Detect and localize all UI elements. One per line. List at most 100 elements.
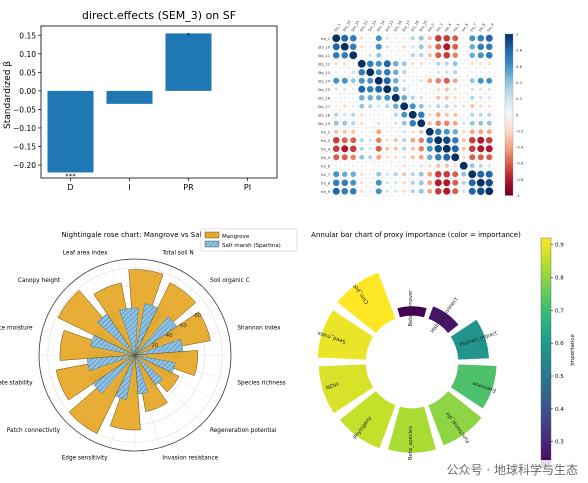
corr-circle <box>349 43 357 51</box>
row-label: fre_9 <box>321 190 331 194</box>
column-label: fre_6 <box>461 22 469 32</box>
corr-circle <box>352 96 355 99</box>
category-label: Regeneration potential <box>210 428 277 434</box>
corr-circle <box>477 170 485 178</box>
category-label: Shannon index <box>237 326 281 332</box>
row-label: Sto_18 <box>318 113 331 117</box>
category-label: Total soil N <box>161 251 193 257</box>
corr-circle <box>462 45 465 48</box>
corr-circle <box>393 112 398 117</box>
corr-circle <box>342 120 348 126</box>
colorbar-tick-label: 0.6 <box>555 341 564 347</box>
annular-bar-Human_impact <box>449 318 490 361</box>
corr-circle <box>428 113 432 117</box>
corr-circle <box>358 85 366 93</box>
corr-circle <box>383 60 391 68</box>
corr-circle <box>360 130 363 133</box>
corr-circle <box>394 121 398 125</box>
corr-circle <box>434 187 442 195</box>
importance-colorbar: 0.3 0.4 0.5 0.6 0.7 0.8 0.9 <box>540 237 564 469</box>
corr-circle <box>383 68 391 76</box>
corr-circle <box>443 77 450 84</box>
corr-circle <box>427 121 432 126</box>
corr-circle <box>443 43 451 51</box>
xtick-label-I: I <box>128 183 130 192</box>
corr-column-labels: fre_1 Sto_10Sto_11Sto_12Sto_13Sto_14Sto_1… <box>334 19 495 32</box>
corr-circle <box>341 77 348 84</box>
corr-circle <box>436 61 441 66</box>
corr-circle <box>343 87 347 91</box>
corr-circle <box>425 127 434 136</box>
corr-circle <box>341 171 348 178</box>
corr-circle <box>418 137 425 144</box>
corr-circle <box>408 110 417 119</box>
corr-circle <box>410 172 415 177</box>
corr-circle <box>366 85 374 93</box>
corr-circle <box>462 79 465 82</box>
corr-circle <box>452 43 459 50</box>
corr-colorbar: 1 0.8 0.6 0.4 0.2 0 -0.2 -0.4 -0.6 -0.8 -1 <box>504 32 524 198</box>
corr-circle <box>487 104 491 108</box>
corr-circle <box>434 136 443 145</box>
category-label: Soil organic C <box>210 278 250 284</box>
sem-bar-chart: direct.effects (SEM_3) on SF Standardize… <box>3 9 278 192</box>
corr-circle <box>394 164 397 167</box>
corr-circle <box>487 164 491 168</box>
annular-bar-Habitat_connect <box>427 305 460 334</box>
corr-circle <box>394 45 397 48</box>
corr-circle <box>444 104 449 109</box>
category-label: Species richness <box>237 380 285 386</box>
annular-bar-Phylogeny <box>339 390 397 450</box>
corr-circle <box>476 178 485 187</box>
row-label: fre_2 <box>321 130 330 134</box>
corr-circle <box>343 113 347 117</box>
corr-circle <box>468 170 477 179</box>
colorbar-tick: -0.6 <box>516 161 524 166</box>
corr-circle <box>383 77 391 85</box>
rose-bar-saltmarsh <box>119 307 139 356</box>
corr-circle <box>393 146 398 151</box>
corr-circle <box>411 164 414 167</box>
corr-circle <box>485 136 493 144</box>
corr-circle <box>478 129 484 135</box>
corr-circle <box>479 96 483 100</box>
corr-circle <box>410 146 415 151</box>
corr-circle <box>377 104 381 108</box>
colorbar-tick-label: 0.5 <box>555 374 564 380</box>
corr-circle <box>435 120 442 127</box>
corr-circle <box>385 45 389 49</box>
row-label: fre_1 <box>321 37 330 41</box>
corr-circle <box>351 121 356 126</box>
corr-circle <box>376 171 382 177</box>
column-label: fre_1 <box>334 23 342 33</box>
rose-bar-mangrove <box>57 289 136 356</box>
corr-circle <box>392 103 399 110</box>
corr-circle <box>469 129 475 135</box>
rose-bar-mangrove <box>134 282 197 356</box>
corr-circle <box>427 36 432 41</box>
corr-circle <box>332 34 341 43</box>
corr-circle <box>418 145 425 152</box>
corr-circle <box>452 171 459 178</box>
column-label: Sto_15 <box>385 20 395 33</box>
corr-circle <box>426 145 433 152</box>
corr-circle <box>375 145 382 152</box>
corr-circle <box>443 136 451 144</box>
corr-circle <box>341 187 349 195</box>
corr-circle <box>418 103 424 109</box>
corr-circle <box>462 155 466 159</box>
corr-circle <box>402 164 406 168</box>
corr-circle <box>443 51 451 59</box>
bar-chart-title: direct.effects (SEM_3) on SF <box>82 9 236 22</box>
colorbar-rect <box>504 33 514 196</box>
annular-bar-Evenness <box>449 363 498 410</box>
category-label: Edge sensitivity <box>62 455 109 461</box>
corr-circle <box>377 113 380 116</box>
corr-circle <box>410 189 415 194</box>
corr-circle <box>469 163 475 169</box>
colorbar-tick: 0.6 <box>516 64 523 69</box>
nightingale-rose-chart: Nightingale rose chart: Mangrove vs Salt… <box>0 228 298 461</box>
corr-circle <box>333 154 340 161</box>
corr-circle <box>333 171 340 178</box>
colorbar-tick: -1 <box>516 193 520 198</box>
